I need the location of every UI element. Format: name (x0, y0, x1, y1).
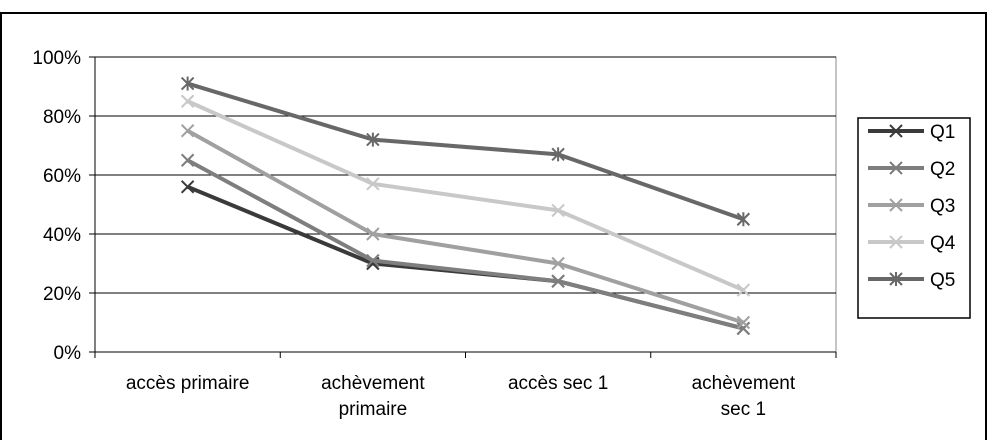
legend-marker (889, 161, 903, 175)
data-point (366, 227, 380, 241)
data-point (180, 94, 195, 108)
legend-marker (889, 198, 903, 212)
legend-item-q4: Q4 (868, 233, 956, 254)
series-q3 (180, 124, 751, 330)
series-group (180, 76, 751, 336)
y-axis-ticks: 0% 20% 40% 60% 80% 100% (32, 48, 95, 364)
x-axis-ticks: accès primaire achèvement primaire accès se… (94, 352, 837, 420)
x-category-label: accès sec 1 (508, 373, 608, 394)
y-tick-label: 0% (54, 343, 82, 364)
series-line (187, 81, 745, 222)
y-tick-label: 60% (43, 166, 81, 187)
data-point (180, 153, 195, 167)
data-point (736, 212, 751, 227)
data-point (736, 315, 751, 330)
y-tick-label: 40% (43, 225, 81, 246)
y-tick-label: 80% (43, 107, 81, 128)
x-category-label: achèvement primaire (321, 373, 425, 420)
x-category-label: accès primaire (126, 373, 250, 394)
legend-item-q2: Q2 (868, 159, 955, 180)
y-tick-label: 20% (43, 284, 81, 305)
data-point (551, 256, 565, 271)
data-point (366, 253, 380, 268)
data-point (551, 203, 565, 218)
y-tick-label: 100% (32, 48, 81, 69)
data-point (736, 283, 751, 297)
data-point (736, 321, 751, 336)
data-point (551, 274, 565, 288)
data-point (180, 124, 195, 138)
legend-marker (889, 124, 903, 138)
series-q2 (180, 153, 751, 336)
data-point (366, 132, 380, 147)
series-q5 (180, 76, 751, 227)
data-point (180, 76, 195, 91)
legend-item-q3: Q3 (868, 196, 955, 217)
x-category-label: achèvement sec 1 (692, 373, 796, 420)
series-line (186, 99, 745, 292)
legend-box (857, 117, 971, 319)
legend-label: Q4 (930, 233, 956, 254)
legend-label: Q2 (930, 159, 955, 180)
gridlines (95, 56, 836, 294)
series-line (186, 158, 744, 331)
series-q4 (180, 94, 751, 297)
legend-label: Q1 (930, 122, 955, 143)
legend-marker (889, 272, 903, 286)
data-point (551, 147, 565, 162)
legend-label: Q3 (930, 196, 955, 217)
legend-marker (889, 235, 903, 249)
legend-item-q1: Q1 (868, 122, 955, 143)
series-line (186, 129, 744, 325)
data-point (180, 180, 195, 194)
legend-item-q5: Q5 (868, 270, 955, 291)
data-point (366, 177, 380, 191)
axes (94, 57, 836, 353)
plot-area (94, 56, 837, 353)
legend-label: Q5 (930, 270, 955, 291)
legend: Q1 Q2 Q3 Q4 Q5 (857, 117, 971, 319)
